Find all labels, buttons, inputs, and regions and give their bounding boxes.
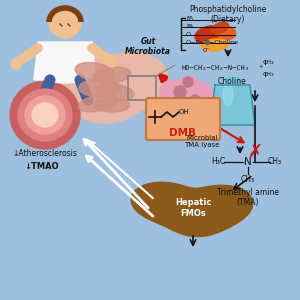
Ellipse shape: [25, 96, 65, 134]
Text: O⁻: O⁻: [203, 47, 210, 52]
Ellipse shape: [212, 22, 229, 34]
Polygon shape: [42, 52, 168, 123]
Ellipse shape: [75, 62, 115, 82]
Text: CH₃: CH₃: [241, 176, 255, 184]
Ellipse shape: [94, 98, 130, 112]
Ellipse shape: [201, 39, 229, 51]
Circle shape: [11, 59, 21, 69]
Text: CH₃: CH₃: [262, 71, 274, 76]
FancyBboxPatch shape: [146, 98, 220, 140]
Bar: [128, 76, 156, 100]
Text: N: N: [244, 157, 252, 167]
Text: CH₃: CH₃: [268, 158, 282, 166]
Text: HO−CH₂−CH₂−N−CH₃: HO−CH₂−CH₂−N−CH₃: [182, 65, 250, 71]
Circle shape: [183, 77, 193, 87]
Text: O: O: [186, 32, 191, 37]
Circle shape: [174, 76, 202, 104]
Ellipse shape: [214, 25, 236, 39]
Text: FA: FA: [186, 16, 193, 22]
Bar: [226, 77, 240, 85]
Ellipse shape: [32, 103, 58, 127]
Text: ↓TMAO: ↓TMAO: [25, 162, 59, 171]
Ellipse shape: [78, 94, 118, 112]
Text: FA: FA: [186, 23, 193, 28]
Circle shape: [162, 84, 198, 120]
Ellipse shape: [93, 67, 131, 83]
Text: O−P−O−Choline: O−P−O−Choline: [186, 40, 239, 44]
Text: Trimethyl amine
(TMA): Trimethyl amine (TMA): [217, 188, 279, 207]
Ellipse shape: [195, 26, 225, 44]
Text: Phosphatidylcholine
(Dietary): Phosphatidylcholine (Dietary): [189, 5, 267, 24]
Circle shape: [180, 93, 210, 123]
Text: Choline: Choline: [218, 77, 246, 86]
Polygon shape: [210, 85, 255, 125]
Ellipse shape: [10, 81, 80, 149]
Ellipse shape: [18, 89, 72, 141]
Ellipse shape: [79, 79, 121, 97]
Circle shape: [190, 95, 200, 105]
Text: CH₃: CH₃: [262, 59, 274, 64]
Text: Gut
Microbiota: Gut Microbiota: [125, 37, 171, 56]
Circle shape: [49, 6, 81, 38]
Circle shape: [107, 57, 117, 67]
Ellipse shape: [223, 84, 233, 106]
Text: Hepatic
FMOs: Hepatic FMOs: [175, 198, 211, 218]
Text: DMB: DMB: [169, 128, 196, 138]
Circle shape: [174, 86, 186, 98]
Circle shape: [187, 82, 213, 108]
Ellipse shape: [36, 53, 94, 83]
Text: ↓Atherosclerosis: ↓Atherosclerosis: [13, 149, 77, 158]
Text: Microbial
TMA lyase: Microbial TMA lyase: [184, 135, 220, 148]
Polygon shape: [131, 182, 253, 236]
Circle shape: [160, 80, 184, 104]
Text: ✗: ✗: [248, 143, 262, 161]
Text: +: +: [258, 64, 262, 68]
Polygon shape: [34, 42, 96, 80]
Text: OH: OH: [179, 109, 190, 115]
Ellipse shape: [96, 84, 134, 100]
Text: H₃C: H₃C: [211, 158, 225, 166]
